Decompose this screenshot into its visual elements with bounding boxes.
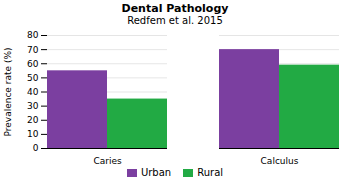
html-text:Urban: Urban xyxy=(140,167,172,178)
svg-text:80: 80 xyxy=(27,30,39,40)
html-text:Rural: Rural xyxy=(197,167,223,178)
svg-text:60: 60 xyxy=(27,59,39,69)
svg-text:50: 50 xyxy=(27,73,39,83)
svg-text:20: 20 xyxy=(27,115,39,125)
html-text:Dental Pathology: Dental Pathology xyxy=(121,2,229,15)
svg-text:Caries: Caries xyxy=(93,156,122,166)
svg-text:30: 30 xyxy=(27,101,39,111)
svg-text:10: 10 xyxy=(27,129,39,139)
svg-text:Calculus: Calculus xyxy=(261,156,299,166)
svg-text:0: 0 xyxy=(33,143,39,153)
svg-text:Prevalence rate (%): Prevalence rate (%) xyxy=(3,48,13,137)
svg-text:70: 70 xyxy=(27,45,39,55)
svg-text:40: 40 xyxy=(27,87,39,97)
html-text:Redfem et al. 2015: Redfem et al. 2015 xyxy=(127,15,223,26)
